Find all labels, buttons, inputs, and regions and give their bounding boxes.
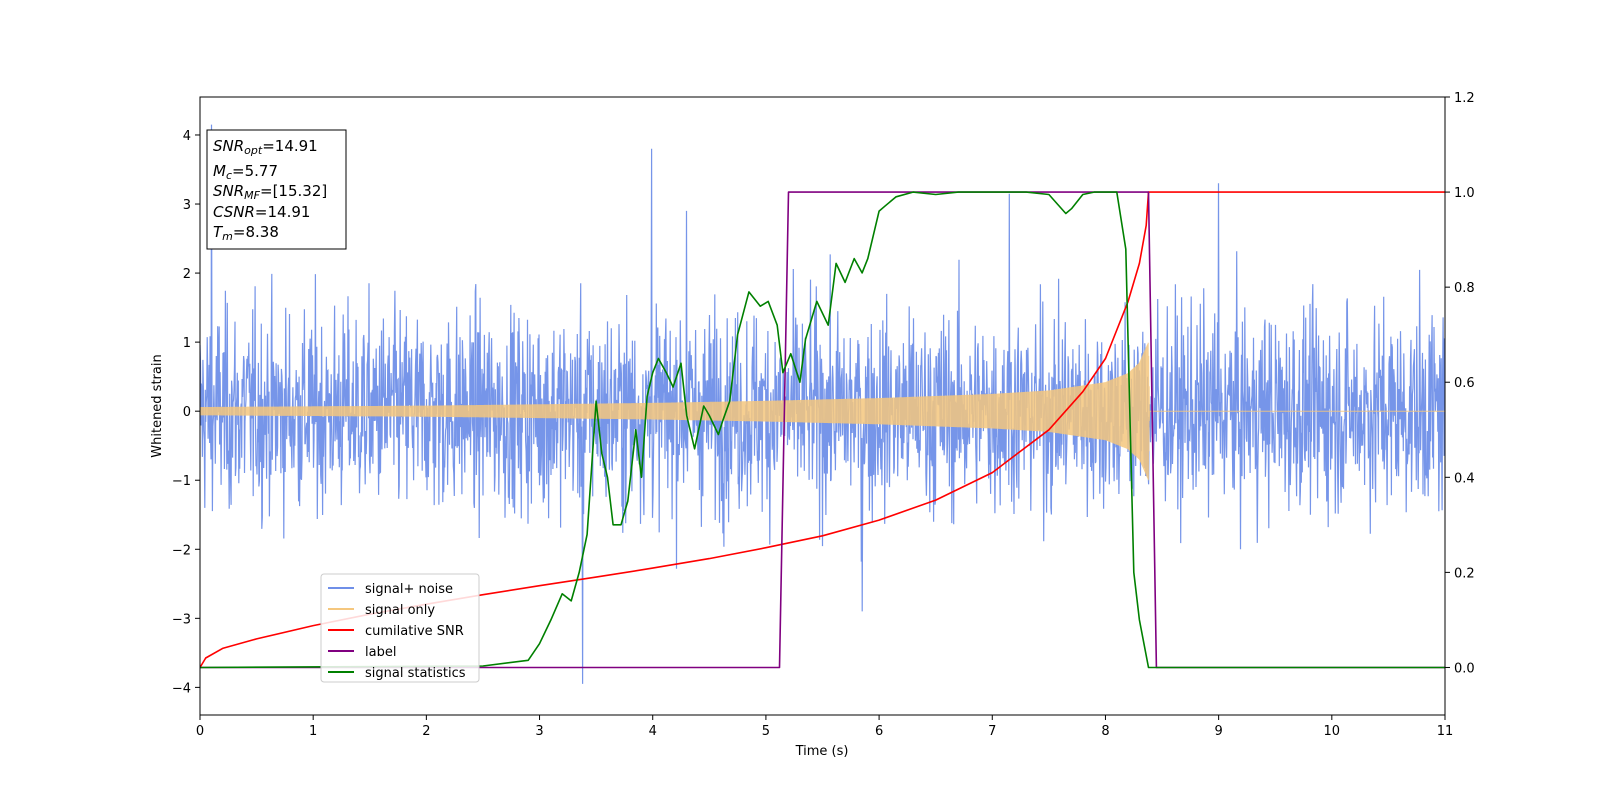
annotation-line: Tm=8.38 — [213, 223, 279, 243]
stats-annotation: SNRopt=14.91 Mc=5.77SNRMF=[15.32]CSNR=14.… — [206, 129, 347, 250]
y2-tick-label: 1.2 — [1454, 91, 1475, 106]
y2-axis-ticks: 0.0 0.2 0.4 0.6 0.8 1.0 1.2 — [1445, 91, 1475, 676]
y-tick-label: −3 — [172, 612, 191, 627]
y-tick-label: −2 — [172, 543, 191, 558]
x-tick-label: 11 — [1437, 724, 1454, 739]
y2-tick-label: 1.0 — [1454, 186, 1475, 201]
y-axis-ticks: −4 −3 −2 −1 0 1 2 3 4 — [172, 129, 200, 696]
y-tick-label: 0 — [183, 405, 191, 420]
x-tick-label: 6 — [875, 724, 883, 739]
x-tick-label: 7 — [988, 724, 996, 739]
y-tick-label: 2 — [183, 267, 191, 282]
y-tick-label: 3 — [183, 198, 191, 213]
x-axis-ticks: 0 1 2 3 4 5 6 7 8 9 10 11 — [196, 715, 1453, 739]
signal-noise-line — [200, 124, 1445, 684]
y2-tick-label: 0.6 — [1454, 376, 1475, 391]
x-tick-label: 10 — [1324, 724, 1341, 739]
y2-tick-label: 0.8 — [1454, 281, 1475, 296]
legend-label: cumilative SNR — [365, 624, 464, 639]
x-tick-label: 0 — [196, 724, 204, 739]
annotation-line: SNRopt=14.91 — [213, 137, 318, 157]
y-tick-label: −1 — [172, 474, 191, 489]
x-axis-label: Time (s) — [795, 744, 849, 759]
y2-tick-label: 0.0 — [1454, 661, 1475, 676]
signal-noise-series — [200, 124, 1445, 684]
y-tick-label: 4 — [183, 129, 191, 144]
legend-label: signal only — [365, 603, 435, 618]
x-tick-label: 5 — [762, 724, 770, 739]
y2-tick-label: 0.2 — [1454, 566, 1475, 581]
signal-statistics-line — [200, 191, 1445, 669]
x-tick-label: 8 — [1101, 724, 1109, 739]
y2-tick-label: 0.4 — [1454, 471, 1475, 486]
legend-label: signal statistics — [365, 666, 466, 681]
legend-label: signal+ noise — [365, 582, 453, 597]
y-tick-label: 1 — [183, 336, 191, 351]
annotation-line: CSNR=14.91 — [213, 203, 310, 221]
plot-frame — [199, 96, 1446, 716]
x-tick-label: 1 — [309, 724, 317, 739]
signal-only-series — [200, 342, 1445, 481]
x-tick-label: 2 — [422, 724, 430, 739]
legend: signal+ noise signal only cumilative SNR la… — [320, 573, 480, 683]
annotation-line: Mc=5.77 — [213, 162, 278, 182]
signal-only-line — [200, 342, 1445, 481]
legend-label: label — [365, 645, 396, 660]
x-tick-label: 3 — [535, 724, 543, 739]
y-tick-label: −4 — [172, 681, 191, 696]
y-axis-label: Whitened strain — [150, 354, 165, 457]
x-tick-label: 9 — [1214, 724, 1222, 739]
annotation-line: SNRMF=[15.32] — [213, 182, 327, 202]
x-tick-label: 4 — [649, 724, 657, 739]
